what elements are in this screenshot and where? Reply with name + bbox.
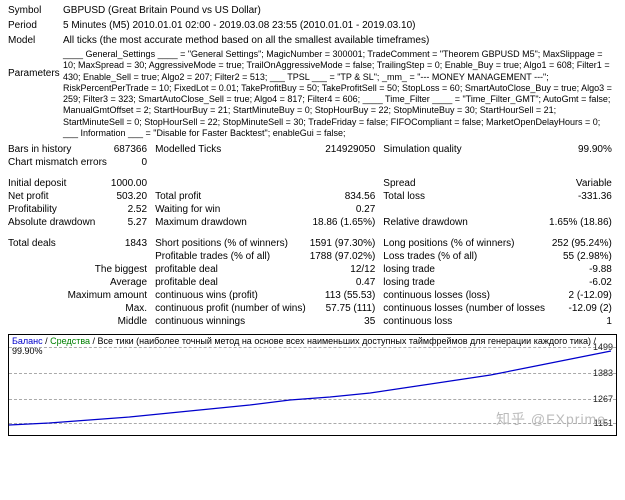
biggest-loss-value: -9.88 [549,263,620,276]
maxamt-win-value: 113 (55.53) [310,289,384,302]
parameters-row: Parameters ____ General_Settings ____ = … [8,49,617,139]
netprofit-label: Net profit [8,190,111,203]
reldd-label: Relative drawdown [383,216,549,229]
waiting-value: 0.27 [310,203,384,216]
symbol-label: Symbol [8,4,63,17]
max-label: Max. [8,302,155,315]
parameters-value: ____ General_Settings ____ = "General Se… [63,49,617,139]
symbol-row: Symbol GBPUSD (Great Britain Pound vs US… [8,4,617,17]
avg-prof-label: profitable deal [155,276,310,289]
avg-loss-label: losing trade [383,276,549,289]
mismatch-value: 0 [111,156,155,169]
maxdd-value: 18.86 (1.65%) [310,216,384,229]
losstrades-label: Loss trades (% of all) [383,250,549,263]
short-label: Short positions (% of winners) [155,237,310,250]
mid-label: Middle [8,315,155,328]
avg-prof-value: 0.47 [310,276,384,289]
equity-chart: Баланс / Средства / Все тики (наиболее т… [8,334,617,436]
biggest-label: The biggest [8,263,155,276]
period-label: Period [8,19,63,32]
biggest-loss-label: losing trade [383,263,549,276]
mid-win-label: continuous winnings [155,315,310,328]
period-value: 5 Minutes (M5) 2010.01.01 02:00 - 2019.0… [63,19,617,32]
avg-label: Average [8,276,155,289]
deposit-value: 1000.00 [111,177,155,190]
totalloss-label: Total loss [383,190,549,203]
reldd-value: 1.65% (18.86) [549,216,620,229]
long-label: Long positions (% of winners) [383,237,549,250]
watermark: 知乎 @FXprime [496,409,606,429]
avg-loss-value: -6.02 [549,276,620,289]
profitability-value: 2.52 [111,203,155,216]
losstrades-value: 55 (2.98%) [549,250,620,263]
maxamt-loss-label: continuous losses (loss) [383,289,549,302]
spread-value: Variable [549,177,620,190]
proftrades-label: Profitable trades (% of all) [155,250,310,263]
totaldeals-value: 1843 [111,237,155,250]
maxamt-label: Maximum amount [8,289,155,302]
mid-loss-label: continuous loss [383,315,549,328]
period-row: Period 5 Minutes (M5) 2010.01.01 02:00 -… [8,19,617,32]
bars-label: Bars in history [8,143,111,156]
parameters-label: Parameters [8,49,63,80]
model-row: Model All ticks (the most accurate metho… [8,34,617,47]
stats-table: Bars in history 687366 Modelled Ticks 21… [8,143,620,328]
mid-loss-value: 1 [549,315,620,328]
totalprofit-value: 834.56 [310,190,384,203]
deposit-label: Initial deposit [8,177,111,190]
biggest-prof-label: profitable deal [155,263,310,276]
maxdd-label: Maximum drawdown [155,216,310,229]
waiting-label: Waiting for win [155,203,310,216]
spread-label: Spread [383,177,549,190]
max-win-value: 57.75 (111) [310,302,384,315]
simq-value: 99.90% [549,143,620,156]
ticks-value: 214929050 [310,143,384,156]
absdd-value: 5.27 [111,216,155,229]
simq-label: Simulation quality [383,143,549,156]
netprofit-value: 503.20 [111,190,155,203]
biggest-prof-value: 12/12 [310,263,384,276]
profitability-label: Profitability [8,203,111,216]
proftrades-value: 1788 (97.02%) [310,250,384,263]
symbol-value: GBPUSD (Great Britain Pound vs US Dollar… [63,4,617,17]
model-label: Model [8,34,63,47]
model-value: All ticks (the most accurate method base… [63,34,617,47]
long-value: 252 (95.24%) [549,237,620,250]
ticks-label: Modelled Ticks [155,143,310,156]
absdd-label: Absolute drawdown [8,216,111,229]
totalloss-value: -331.36 [549,190,620,203]
maxamt-win-label: continuous wins (profit) [155,289,310,302]
short-value: 1591 (97.30%) [310,237,384,250]
totaldeals-label: Total deals [8,237,111,250]
maxamt-loss-value: 2 (-12.09) [549,289,620,302]
mid-win-value: 35 [310,315,384,328]
max-loss-value: -12.09 (2) [549,302,620,315]
max-loss-label: continuous losses (number of losses [383,302,549,315]
max-win-label: continuous profit (number of wins) [155,302,310,315]
bars-value: 687366 [111,143,155,156]
totalprofit-label: Total profit [155,190,310,203]
mismatch-label: Chart mismatch errors [8,156,111,169]
